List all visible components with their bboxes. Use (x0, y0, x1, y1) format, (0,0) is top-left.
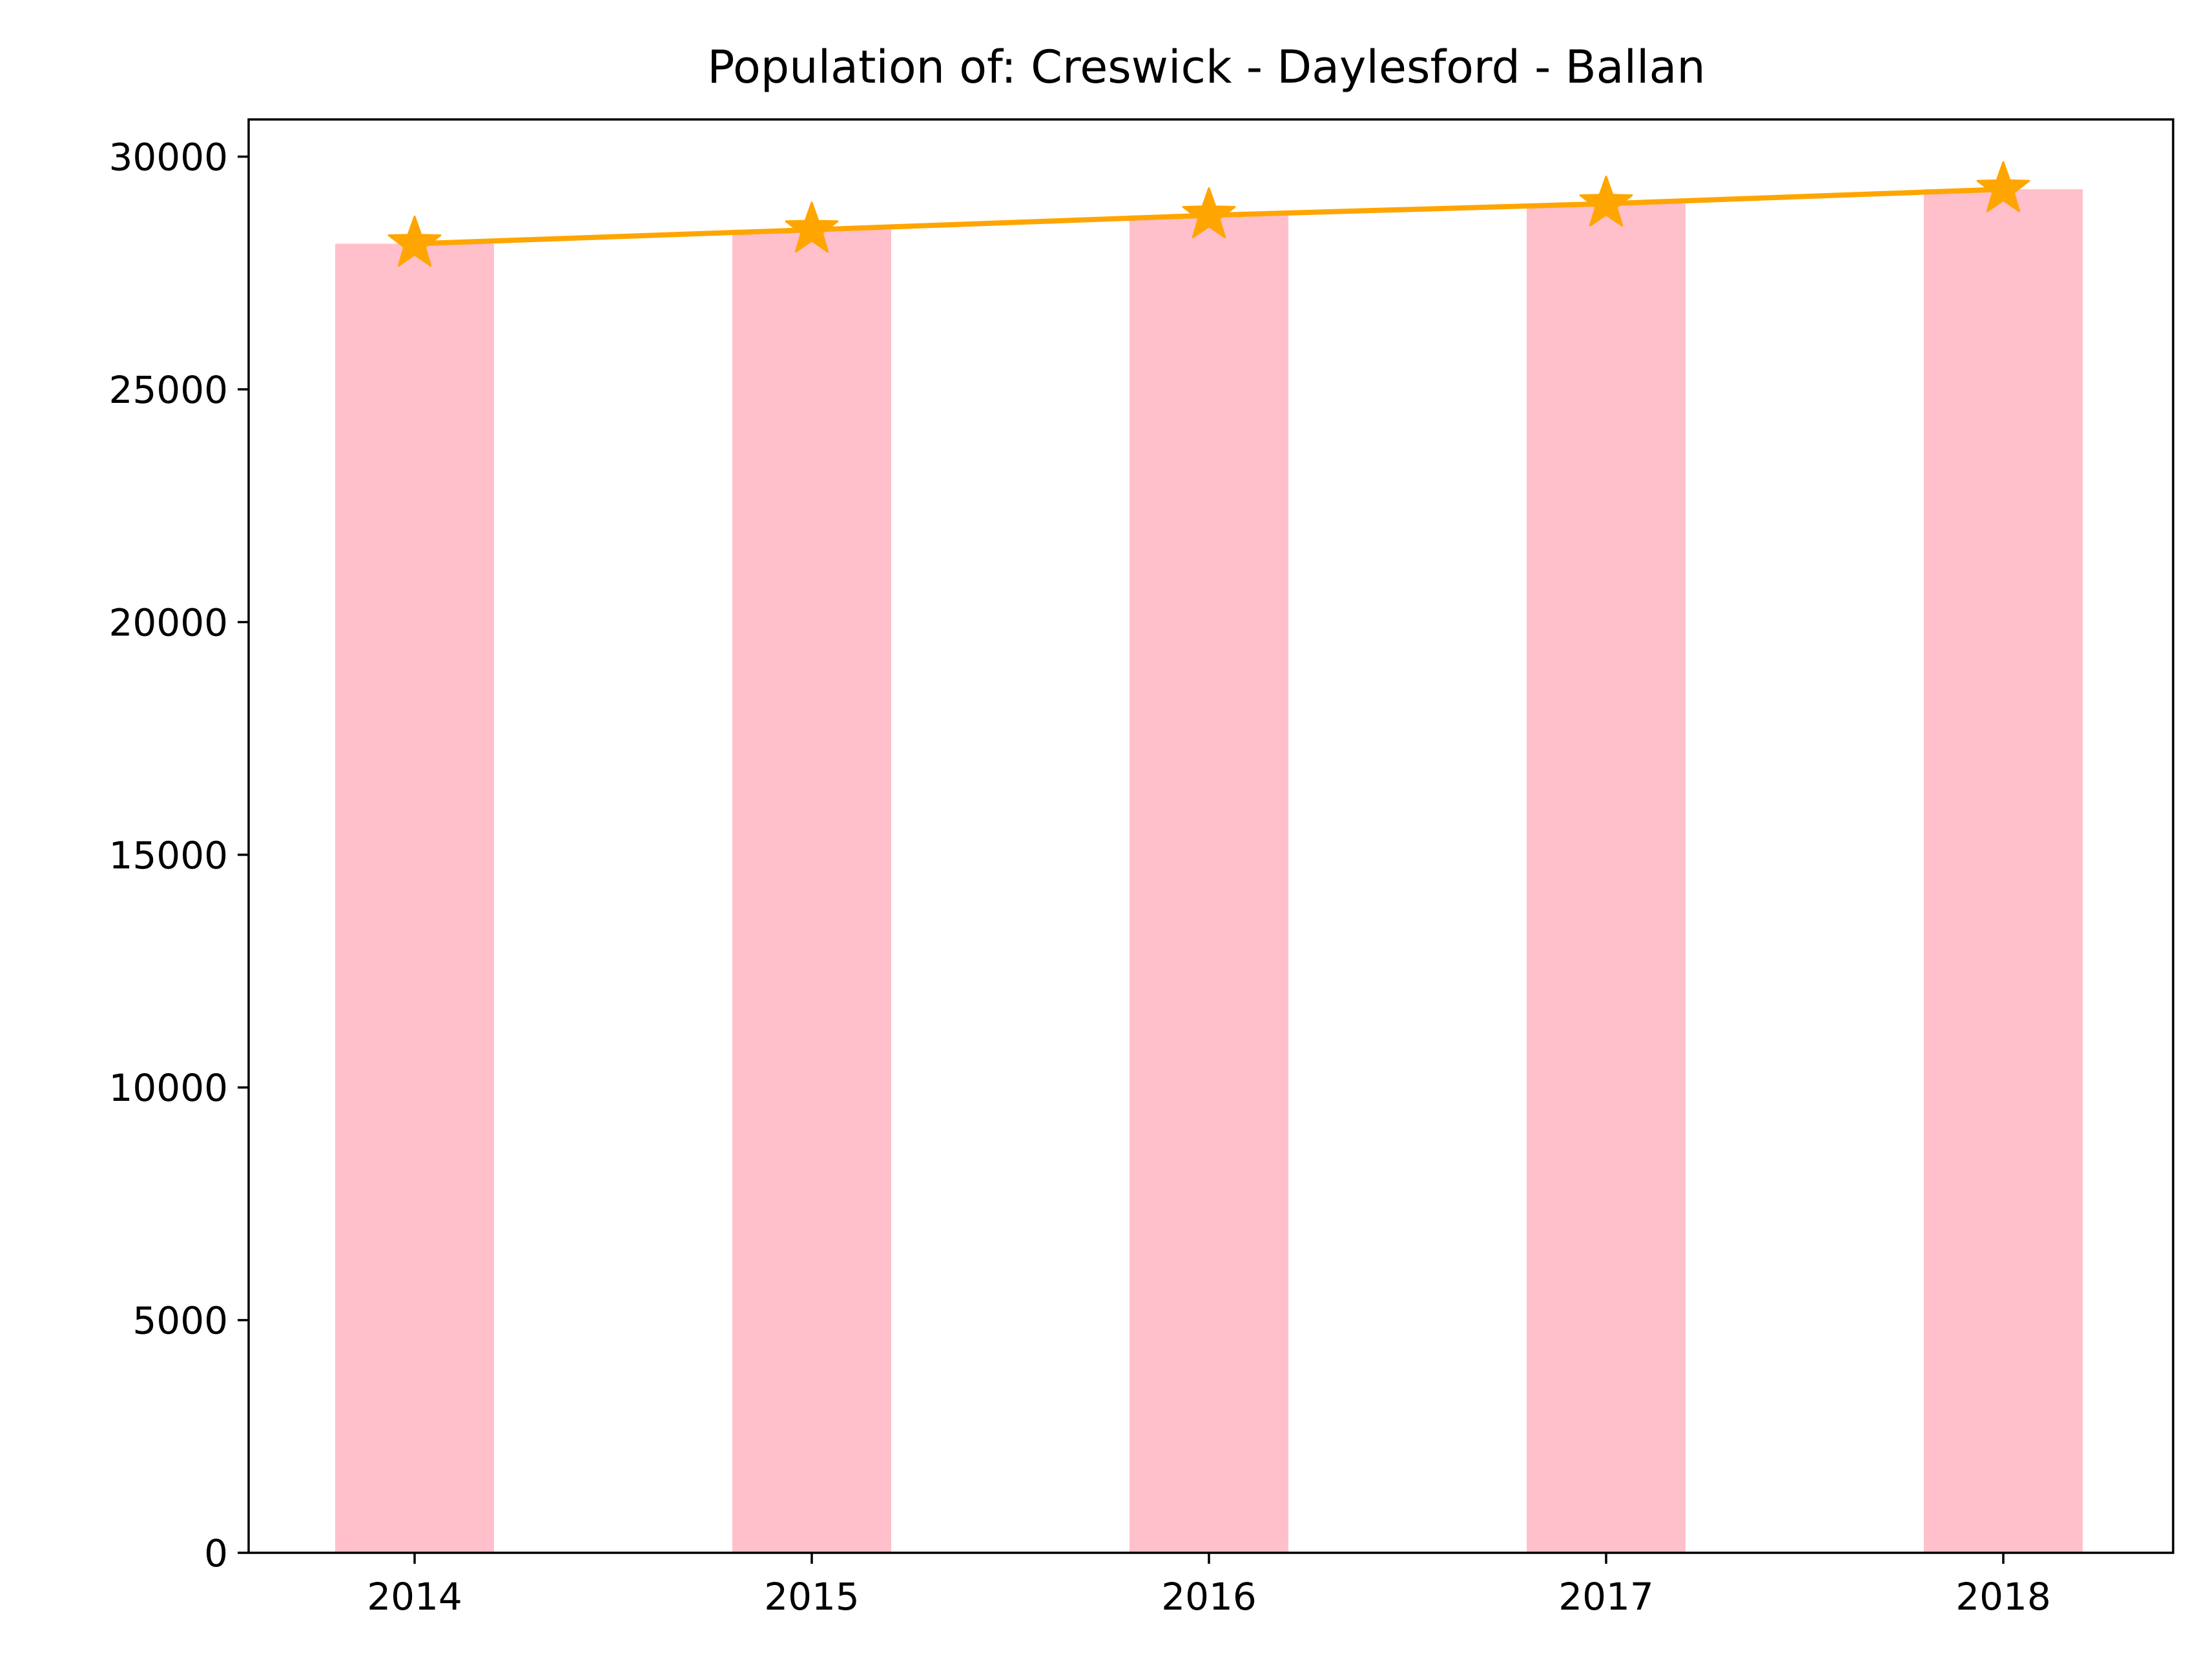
bar-2015 (732, 229, 891, 1553)
x-tick-label-2018: 2018 (1955, 1575, 2051, 1619)
x-axis: 2014 2015 2016 2017 2018 (367, 1553, 2051, 1619)
y-tick-label-20000: 20000 (108, 600, 228, 644)
bar-2016 (1130, 215, 1288, 1553)
x-tick-label-2015: 2015 (764, 1575, 860, 1619)
star-marker-2018 (1976, 161, 2030, 212)
bar-2017 (1527, 203, 1686, 1553)
x-tick-label-2014: 2014 (367, 1575, 462, 1619)
y-tick-label-30000: 30000 (108, 136, 228, 179)
y-tick-label-10000: 10000 (108, 1066, 228, 1110)
y-tick-label-0: 0 (204, 1531, 228, 1575)
chart-title: Population of: Creswick - Daylesford - B… (707, 41, 1705, 94)
y-tick-label-15000: 15000 (108, 834, 228, 877)
bar-2014 (335, 243, 494, 1553)
bar-2018 (1924, 189, 2083, 1553)
star-marker-2015 (785, 201, 839, 253)
y-axis: 0 5000 10000 15000 20000 25000 30000 (108, 136, 249, 1575)
plot-frame (247, 118, 2174, 1554)
star-marker-2016 (1182, 187, 1236, 238)
x-tick-label-2017: 2017 (1558, 1575, 1654, 1619)
star-marker-2017 (1579, 176, 1633, 227)
star-marker-2014 (387, 215, 442, 267)
plot-area (247, 118, 2174, 1554)
x-tick-label-2016: 2016 (1161, 1575, 1257, 1619)
y-tick-label-25000: 25000 (108, 368, 228, 412)
y-tick-label-5000: 5000 (132, 1299, 228, 1343)
